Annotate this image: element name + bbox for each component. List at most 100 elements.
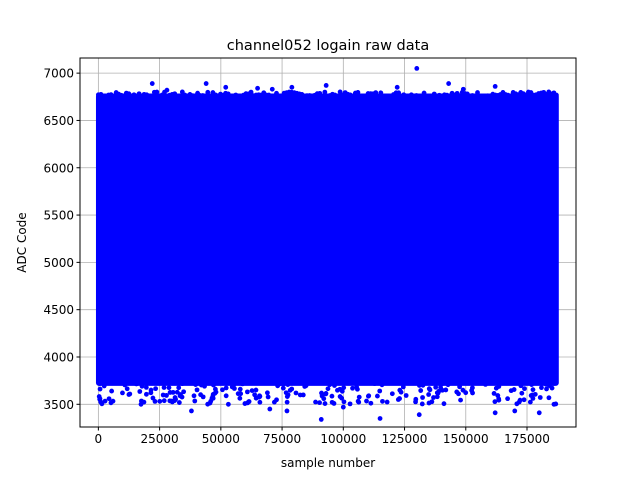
data-point bbox=[245, 389, 250, 395]
data-point bbox=[438, 385, 444, 390]
data-point bbox=[496, 384, 502, 389]
data-point bbox=[223, 393, 229, 399]
data-point bbox=[354, 384, 359, 390]
data-point bbox=[251, 380, 257, 386]
data-point bbox=[166, 385, 172, 391]
data-point bbox=[452, 379, 458, 384]
data-point bbox=[518, 383, 524, 389]
data-point bbox=[152, 398, 158, 404]
data-point bbox=[470, 385, 475, 391]
data-point bbox=[456, 377, 462, 383]
y-tick-label: 6000 bbox=[43, 161, 74, 175]
data-point bbox=[97, 396, 103, 402]
data-point bbox=[375, 93, 381, 99]
data-point bbox=[220, 387, 225, 393]
data-point bbox=[97, 386, 103, 392]
data-point bbox=[202, 94, 208, 100]
x-tick-label: 175000 bbox=[504, 432, 550, 446]
data-point bbox=[134, 378, 140, 383]
data-point bbox=[200, 394, 206, 400]
data-point bbox=[102, 398, 108, 404]
data-point bbox=[177, 94, 183, 99]
data-point bbox=[162, 377, 168, 383]
data-point bbox=[496, 396, 502, 402]
data-point bbox=[194, 387, 200, 393]
data-point bbox=[272, 379, 278, 385]
data-point bbox=[335, 94, 340, 100]
data-point bbox=[149, 94, 155, 100]
data-point bbox=[179, 381, 185, 387]
data-point bbox=[148, 387, 154, 393]
data-point bbox=[350, 94, 356, 100]
data-point bbox=[521, 397, 527, 403]
data-point bbox=[133, 381, 139, 387]
data-point bbox=[375, 393, 380, 399]
data-point bbox=[551, 381, 557, 386]
data-point bbox=[457, 93, 463, 99]
data-point bbox=[421, 90, 427, 96]
outlier-point bbox=[189, 408, 194, 414]
data-point bbox=[529, 382, 535, 387]
data-point bbox=[426, 386, 432, 392]
data-point bbox=[418, 388, 424, 393]
data-point bbox=[413, 378, 419, 384]
data-point bbox=[377, 388, 383, 394]
data-point bbox=[238, 391, 244, 397]
data-point bbox=[252, 392, 258, 398]
x-tick-label: 0 bbox=[95, 432, 103, 446]
data-point bbox=[302, 384, 308, 389]
data-point bbox=[335, 387, 340, 393]
data-point bbox=[106, 396, 112, 402]
data-point bbox=[441, 401, 447, 407]
data-point bbox=[237, 386, 243, 392]
outlier-point bbox=[492, 83, 498, 89]
data-point bbox=[319, 393, 325, 399]
data-point bbox=[433, 384, 439, 390]
data-point bbox=[365, 393, 371, 399]
data-point bbox=[397, 387, 403, 393]
data-point bbox=[537, 395, 543, 400]
data-point bbox=[271, 399, 277, 405]
y-tick-label: 5000 bbox=[43, 256, 74, 270]
outlier-point bbox=[203, 81, 209, 86]
x-axis: 0 25000 50000 75000 100000 125000 150000 175000 bbox=[95, 427, 550, 446]
outlier-point bbox=[512, 408, 518, 414]
data-point bbox=[419, 401, 425, 407]
data-point bbox=[161, 398, 167, 404]
data-point bbox=[487, 94, 493, 100]
y-tick-label: 3500 bbox=[43, 398, 74, 412]
data-point bbox=[364, 398, 369, 404]
data-point bbox=[449, 378, 454, 383]
data-point bbox=[505, 396, 511, 402]
data-points bbox=[95, 66, 559, 422]
data-point bbox=[350, 385, 355, 391]
data-point bbox=[434, 394, 440, 400]
data-point bbox=[443, 387, 449, 393]
x-tick-label: 50000 bbox=[202, 432, 240, 446]
x-tick-label: 25000 bbox=[141, 432, 179, 446]
data-point bbox=[434, 390, 440, 396]
chart-title: channel052 logain raw data bbox=[227, 38, 429, 54]
data-point bbox=[225, 401, 231, 407]
outlier-point bbox=[416, 412, 422, 418]
data-point bbox=[349, 379, 355, 385]
data-point bbox=[508, 388, 514, 394]
outlier-point bbox=[394, 84, 400, 90]
lower-band-points bbox=[96, 377, 559, 407]
data-point bbox=[389, 391, 395, 397]
data-point bbox=[429, 95, 435, 100]
data-point bbox=[237, 395, 243, 401]
data-point bbox=[161, 385, 167, 390]
data-point bbox=[532, 391, 538, 397]
data-point bbox=[483, 382, 488, 387]
data-point bbox=[426, 392, 432, 397]
data-point bbox=[280, 385, 286, 391]
data-point bbox=[198, 382, 204, 388]
data-point bbox=[274, 90, 279, 96]
data-point bbox=[355, 90, 361, 95]
data-point bbox=[431, 395, 436, 400]
data-point bbox=[164, 393, 169, 398]
data-point bbox=[380, 398, 385, 404]
data-point bbox=[289, 386, 295, 392]
data-point bbox=[157, 380, 162, 386]
